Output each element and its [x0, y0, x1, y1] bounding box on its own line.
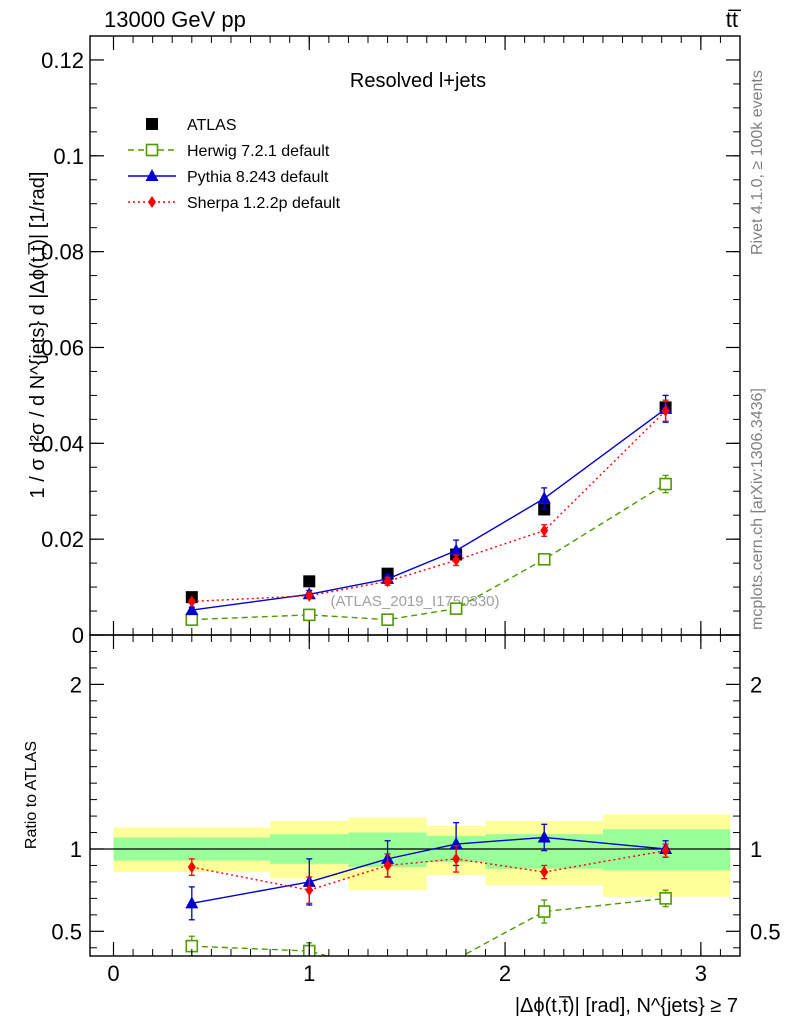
- main-ytick-label: 0.06: [41, 335, 84, 360]
- legend: ATLAS Herwig 7.2.1 default Pythia 8.243 de…: [128, 117, 341, 212]
- chart-title: Resolved l+jets: [350, 70, 486, 92]
- main-point-herwig: [302, 608, 316, 622]
- main-line-pythia: [191, 408, 667, 611]
- x-axis-label: |Δϕ(t,t̅)| [rad], N^{jets} ≥ 7: [515, 995, 738, 1017]
- main-point-sherpa: [661, 404, 670, 417]
- main-line-herwig: [191, 483, 666, 621]
- main-ytick-label: 0.08: [41, 240, 84, 265]
- ratio-point-sherpa: [452, 852, 461, 865]
- main-point-sherpa: [305, 589, 314, 602]
- main-line-sherpa: [191, 410, 667, 603]
- main-point-sherpa: [187, 595, 196, 608]
- main-ytick-label: 0.02: [41, 527, 84, 552]
- ratio-xtick-label: 1: [303, 961, 315, 986]
- main-ytick-label: 0.1: [53, 144, 84, 169]
- legend-label-data: ATLAS: [187, 117, 237, 134]
- legend-label-herwig: Herwig 7.2.1 default: [187, 143, 330, 160]
- main-point-herwig: [537, 552, 551, 566]
- mcplots-label: mcplots.cern.ch [arXiv:1306.3436]: [749, 388, 766, 630]
- main-point-herwig: [381, 613, 394, 626]
- ratio-ytick-label: 0.5: [51, 919, 82, 944]
- ratio-point-sherpa: [187, 861, 196, 874]
- main-point-herwig: [449, 602, 463, 615]
- main-point-sherpa: [452, 554, 461, 567]
- y-axis-label: 1 / σ d²σ / d N^{jets} d |Δϕ(t,t̅)| [1/r…: [27, 172, 49, 499]
- main-point-herwig: [659, 477, 672, 491]
- ratio-xtick-label: 3: [695, 961, 707, 986]
- ratio-xtick-label: 2: [499, 961, 511, 986]
- ratio-ytick-label: 1: [70, 837, 82, 862]
- header-left: 13000 GeV pp: [104, 7, 246, 32]
- main-point-herwig: [185, 613, 199, 626]
- main-point-pythia: [449, 543, 463, 556]
- ratio-frame: [89, 634, 741, 957]
- rivet-label: Rivet 4.1.0, ≥ 100k events: [749, 70, 766, 255]
- ratio-point-pythia: [449, 837, 463, 850]
- legend-marker-pythia: [145, 169, 159, 181]
- ratio-point-pythia: [185, 896, 199, 909]
- ratio-line-sherpa: [191, 849, 666, 891]
- main-point-sherpa: [383, 575, 392, 588]
- ratio-point-herwig: [659, 892, 672, 905]
- watermark: (ATLAS_2019_I1750330): [330, 593, 499, 610]
- ratio-panel: 0.5 0.5 1 1 2 2 0 1 2 3: [51, 634, 781, 986]
- legend-label-sherpa: Sherpa 1.2.2p default: [187, 195, 341, 212]
- ratio-point-sherpa: [661, 844, 670, 857]
- header-right: tt̅: [726, 7, 742, 32]
- ratio-ytick-label: 2: [70, 672, 82, 697]
- main-panel: Resolved l+jets (ATLAS_2019_I1750330) 0 0…: [41, 35, 741, 648]
- ratio-xtick-label: 0: [107, 961, 119, 986]
- main-ytick-label: 0.12: [41, 48, 84, 73]
- ratio-line-pythia: [191, 836, 666, 905]
- ratio-ytick-label-right: 0.5: [750, 919, 781, 944]
- main-point-pythia: [537, 491, 551, 504]
- ratio-point-sherpa: [383, 859, 392, 872]
- legend-marker-sherpa: [148, 196, 156, 208]
- ratio-point-pythia: [537, 830, 551, 843]
- main-point-data: [303, 575, 316, 588]
- main-ytick-label: 0.04: [41, 431, 84, 456]
- ratio-point-sherpa: [540, 866, 549, 879]
- main-ytick-label: 0: [72, 623, 84, 648]
- ratio-point-herwig: [537, 905, 551, 918]
- main-point-sherpa: [540, 524, 549, 537]
- ratio-y-axis-label: Ratio to ATLAS: [23, 741, 40, 849]
- legend-label-pythia: Pythia 8.243 default: [187, 169, 329, 186]
- legend-marker-data: [146, 118, 158, 130]
- ratio-ytick-label-right: 2: [750, 672, 762, 697]
- main-point-pythia: [185, 603, 199, 616]
- legend-marker-herwig: [145, 143, 159, 157]
- ratio-ytick-label-right: 1: [750, 837, 762, 862]
- ratio-point-sherpa: [305, 884, 314, 897]
